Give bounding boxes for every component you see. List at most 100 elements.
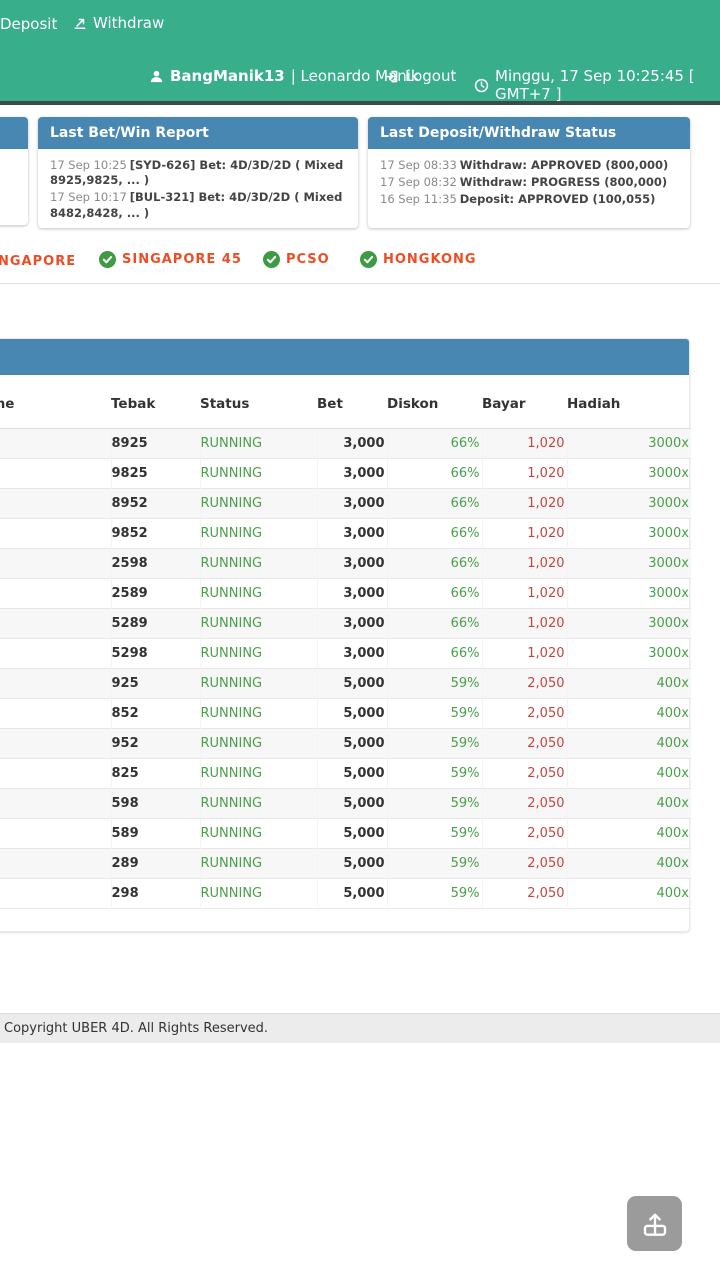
bet-amount-value: 3,000 (316, 458, 387, 489)
bet-bayar-value: 1,020 (481, 428, 567, 459)
bet-tebak-value: 925 (110, 668, 200, 699)
bet-row: 4D 5289 RUNNING 3,000 66% 1,020 3000x (0, 608, 691, 639)
user-info[interactable]: BangManik13 | Leonardo Manik (149, 67, 420, 85)
clock-icon (474, 78, 489, 93)
deposit-withdraw-status-body: 17 Sep 08:33 Withdraw: APPROVED (800,000)… (368, 149, 690, 219)
logout-button[interactable]: Logout (384, 67, 456, 85)
bet-tebak-value: 9825 (110, 458, 200, 489)
bet-amount-value: 5,000 (316, 878, 387, 909)
bet-status-value: RUNNING (199, 488, 317, 519)
username: BangManik13 (170, 67, 285, 85)
scroll-top-button[interactable] (627, 1196, 682, 1251)
nav-deposit-label: Deposit (0, 15, 58, 33)
bet-status-value: RUNNING (199, 548, 317, 579)
bet-game-link[interactable]: 3D (0, 698, 111, 729)
bet-game-link[interactable]: 3D (0, 728, 111, 759)
bet-diskon-value: 66% (386, 458, 482, 489)
bet-game-link[interactable]: 4D (0, 458, 111, 489)
last-bet-report-panel: Last Bet/Win Report 17 Sep 10:25 [SYD-626… (38, 117, 358, 228)
bet-amount-value: 3,000 (316, 518, 387, 549)
bet-game-link[interactable]: 4D (0, 548, 111, 579)
bet-row: 3D 589 RUNNING 5,000 59% 2,050 400x (0, 818, 691, 849)
bet-bayar-value: 2,050 (481, 788, 567, 819)
market-item[interactable]: SINGAPORE 45 (99, 251, 242, 268)
nav-withdraw[interactable]: Withdraw (73, 14, 164, 32)
bet-game-link[interactable]: 3D (0, 788, 111, 819)
deposit-status-entry: 17 Sep 08:32 Withdraw: PROGRESS (800,000) (380, 175, 678, 190)
bet-game-link[interactable]: 4D (0, 428, 111, 459)
bet-amount-value: 5,000 (316, 668, 387, 699)
bet-tebak-value: 952 (110, 728, 200, 759)
col-header-diskon: Diskon (387, 375, 482, 429)
bet-row: 3D 852 RUNNING 5,000 59% 2,050 400x (0, 698, 691, 729)
col-header-hadiah: Hadiah (567, 375, 691, 429)
deposit-status-entry: 16 Sep 11:35 Deposit: APPROVED (100,055) (380, 192, 678, 207)
bet-row: 4D 2598 RUNNING 3,000 66% 1,020 3000x (0, 548, 691, 579)
market-label: PCSO (286, 252, 330, 267)
market-item[interactable]: HONGKONG (360, 251, 477, 268)
bet-game-link[interactable]: 4D (0, 608, 111, 639)
market-item[interactable]: PCSO (263, 251, 330, 268)
bet-game-link[interactable]: 4D (0, 578, 111, 609)
col-header-bayar: Bayar (482, 375, 567, 429)
bet-amount-value: 3,000 (316, 428, 387, 459)
markets-row: NGAPORE SINGAPORE 45 PCSO (0, 249, 720, 275)
bet-diskon-value: 66% (386, 578, 482, 609)
bet-bayar-value: 2,050 (481, 698, 567, 729)
bet-tebak-value: 9852 (110, 518, 200, 549)
entry-text: Deposit: APPROVED (100,055) (459, 192, 656, 207)
bet-bayar-value: 1,020 (481, 518, 567, 549)
bet-bayar-value: 1,020 (481, 458, 567, 489)
bet-hadiah-value: 3000x (566, 608, 691, 639)
bet-amount-value: 5,000 (316, 848, 387, 879)
check-circle-icon (360, 251, 377, 268)
bet-bayar-value: 2,050 (481, 848, 567, 879)
user-fullname: | Leonardo Manik (290, 67, 420, 85)
bet-game-link[interactable]: 4D (0, 488, 111, 519)
bet-game-link[interactable]: 3D (0, 848, 111, 879)
bets-table-panel: Game Tebak Status Bet Diskon Bayar Hadia… (0, 338, 691, 932)
entry-text: Withdraw: PROGRESS (800,000) (459, 175, 668, 190)
bet-diskon-value: 59% (386, 758, 482, 789)
withdraw-icon (73, 16, 87, 30)
bet-game-link[interactable]: 3D (0, 758, 111, 789)
bet-diskon-value: 59% (386, 698, 482, 729)
entry-text: [BUL-321] Bet: 4D/3D/2D ( Mixed 8482,842… (50, 190, 343, 220)
entry-time: 17 Sep 10:25 (50, 158, 127, 172)
bet-amount-value: 5,000 (316, 758, 387, 789)
bet-bayar-value: 1,020 (481, 578, 567, 609)
bet-hadiah-value: 400x (566, 788, 691, 819)
bet-game-link[interactable]: 3D (0, 668, 111, 699)
bet-game-link[interactable]: 3D (0, 878, 111, 909)
bet-report-entry: 17 Sep 10:25 [SYD-626] Bet: 4D/3D/2D ( Mi… (50, 158, 346, 188)
bet-diskon-value: 59% (386, 788, 482, 819)
bet-report-entry: 17 Sep 10:17 [BUL-321] Bet: 4D/3D/2D ( Mi… (50, 190, 346, 220)
footer: Copyright UBER 4D. All Rights Reserved. (0, 1013, 720, 1043)
bet-hadiah-value: 3000x (566, 578, 691, 609)
bet-game-link[interactable]: 4D (0, 518, 111, 549)
bet-game-link[interactable]: 3D (0, 818, 111, 849)
logout-label: Logout (405, 67, 457, 85)
bet-game-link[interactable]: 4D (0, 638, 111, 669)
col-header-bet: Bet (317, 375, 387, 429)
bet-status-value: RUNNING (199, 818, 317, 849)
market-item-partial[interactable]: NGAPORE (0, 254, 77, 269)
market-label: SINGAPORE 45 (122, 252, 242, 267)
check-circle-icon (99, 251, 116, 268)
nav-deposit[interactable]: Deposit (0, 15, 57, 33)
bet-hadiah-value: 3000x (566, 428, 691, 459)
bet-diskon-value: 59% (386, 878, 482, 909)
bet-bayar-value: 2,050 (481, 878, 567, 909)
bet-tebak-value: 825 (110, 758, 200, 789)
bet-amount-value: 3,000 (316, 488, 387, 519)
bet-hadiah-value: 400x (566, 818, 691, 849)
bet-status-value: RUNNING (199, 578, 317, 609)
bet-row: 4D 8952 RUNNING 3,000 66% 1,020 3000x (0, 488, 691, 519)
bet-amount-value: 3,000 (316, 638, 387, 669)
bet-hadiah-value: 400x (566, 758, 691, 789)
bet-tebak-value: 5289 (110, 608, 200, 639)
bet-amount-value: 5,000 (316, 698, 387, 729)
bet-bayar-value: 2,050 (481, 668, 567, 699)
bet-hadiah-value: 400x (566, 728, 691, 759)
bet-status-value: RUNNING (199, 608, 317, 639)
